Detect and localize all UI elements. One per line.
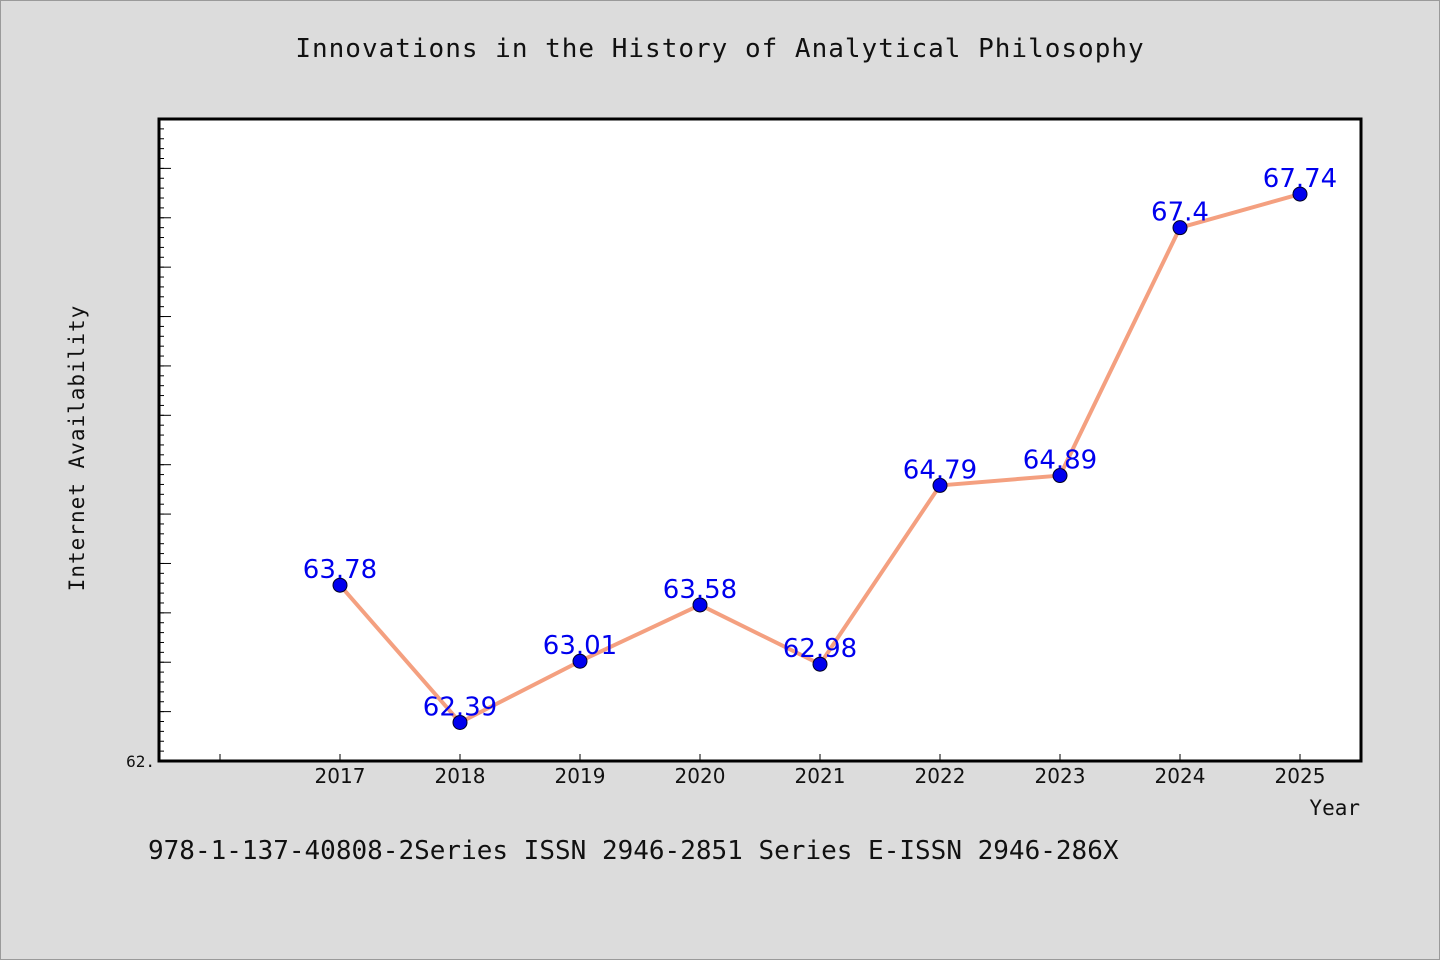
data-point-marker	[812, 656, 828, 672]
data-point-marker	[932, 477, 948, 493]
data-label: 62.98	[783, 634, 857, 664]
data-point-marker	[1292, 186, 1308, 202]
data-label: 63.01	[543, 631, 617, 661]
data-point-marker	[452, 714, 468, 730]
x-axis-label: Year	[1309, 796, 1360, 820]
footer-isbn-text: 978-1-137-40808-2Series ISSN 2946-2851 S…	[148, 836, 1119, 866]
data-label: 67.4	[1151, 198, 1209, 228]
data-point-marker	[692, 597, 708, 613]
data-point-marker	[332, 577, 348, 593]
data-label: 64.79	[903, 455, 977, 485]
data-point-marker	[1172, 220, 1188, 236]
plot-frame	[157, 117, 1363, 763]
y-tick-label: 62.	[126, 752, 155, 771]
x-tick-label: 2021	[795, 764, 846, 788]
x-tick-label: 2019	[555, 764, 606, 788]
plot-area	[159, 119, 1361, 761]
x-tick-label: 2024	[1155, 764, 1206, 788]
x-tick-label: 2020	[675, 764, 726, 788]
data-label: 63.58	[663, 575, 737, 605]
data-point-marker	[1052, 468, 1068, 484]
data-label: 67.74	[1263, 164, 1337, 194]
x-tick-label: 2017	[315, 764, 366, 788]
data-label: 62.39	[423, 692, 497, 722]
data-label: 64.89	[1023, 446, 1097, 476]
x-tick-label: 2022	[915, 764, 966, 788]
x-tick-label: 2018	[435, 764, 486, 788]
data-label: 63.78	[303, 555, 377, 585]
data-point-marker	[572, 653, 588, 669]
x-tick-label: 2025	[1275, 764, 1326, 788]
x-tick-label: 2023	[1035, 764, 1086, 788]
chart-title: Innovations in the History of Analytical…	[295, 34, 1145, 64]
